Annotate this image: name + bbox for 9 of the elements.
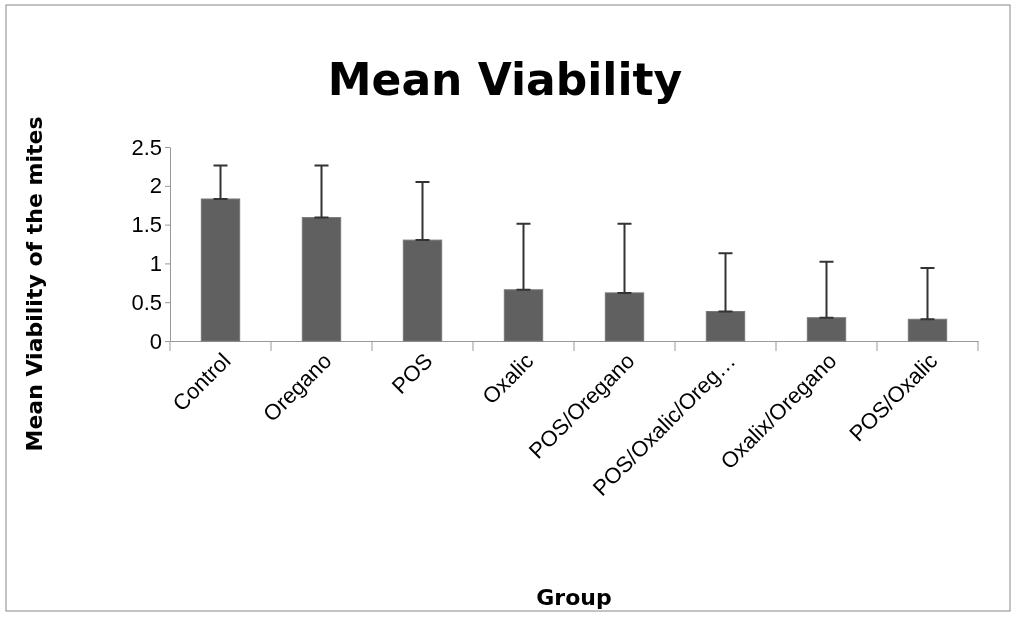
- y-axis-title: Mean Viability of the mites: [22, 116, 47, 452]
- x-axis-title: Group: [536, 585, 612, 610]
- chart-title: Mean Viability: [327, 54, 683, 105]
- y-tick-label: 0: [149, 328, 162, 354]
- y-tick-label: 2: [149, 173, 162, 199]
- y-tick-label: 1: [149, 250, 162, 276]
- y-tick-label: 2.5: [131, 134, 162, 160]
- y-tick-label: 1.5: [131, 212, 162, 238]
- y-tick-label: 0.5: [131, 289, 162, 315]
